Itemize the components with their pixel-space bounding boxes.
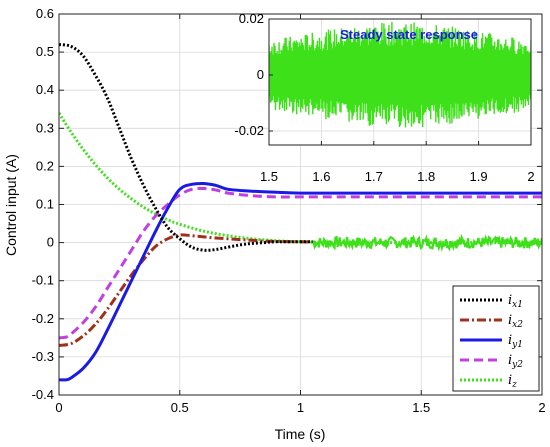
inset-x-tick-label: 1.8 [417, 169, 435, 184]
legend-label-i-z: iz [508, 373, 517, 390]
legend-label-i-y2: iy2 [508, 353, 523, 370]
y-axis-label: Control input (A) [3, 154, 19, 256]
series-i-z-line [59, 112, 542, 245]
main-x-tick-label: 0.5 [171, 400, 189, 415]
main-y-tick-label: 0.1 [36, 197, 54, 212]
main-y-tick-label: 0 [47, 235, 54, 250]
main-y-tick-label: 0.6 [36, 6, 54, 21]
legend-label-i-y1: iy1 [508, 333, 523, 350]
inset-y-tick-label: -0.02 [234, 123, 264, 138]
inset-frame [268, 18, 532, 146]
main-y-tick-label: 0.2 [36, 158, 54, 173]
inset-x-tick-label: 2 [527, 169, 534, 184]
series-i-x1-line [59, 43, 313, 252]
main-x-tick-label: 0 [55, 400, 62, 415]
main-y-tick-label: 0.5 [36, 44, 54, 59]
legend: ix1 ix2 iy1 iy2 iz [452, 285, 540, 392]
inset-x-tick-label: 1.7 [365, 169, 383, 184]
inset-y-tick-label: 0.02 [239, 11, 264, 26]
main-y-tick-label: -0.3 [32, 349, 54, 364]
inset-y-tick-label: 0 [257, 67, 264, 82]
main-ticks: 0 0.5 1 1.5 2 -0.4 -0.3 -0.2 -0.1 0 0.1 0.2 0.3 0.4 0.… [32, 6, 546, 415]
inset-plot-area: 1.5 1.6 1.7 1.8 1.9 2 -0.02 0 0.02 Steady state … [234, 11, 534, 184]
main-y-tick-label: -0.2 [32, 311, 54, 326]
inset-ticks: 1.5 1.6 1.7 1.8 1.9 2 -0.02 0 0.02 [234, 11, 534, 184]
main-series-group [59, 43, 542, 382]
main-y-tick-label: 0.4 [36, 82, 54, 97]
main-x-tick-label: 2 [538, 400, 545, 415]
inset-x-tick-label: 1.6 [312, 169, 330, 184]
main-y-tick-label: -0.4 [32, 387, 54, 402]
main-x-tick-label: 1 [297, 400, 304, 415]
inset-x-tick-label: 1.9 [470, 169, 488, 184]
x-axis-label: Time (s) [275, 426, 326, 442]
inset-series-i-z [269, 21, 531, 128]
main-x-tick-label: 1.5 [412, 400, 430, 415]
main-plot-frame [58, 13, 543, 396]
inset-title: Steady state response [340, 27, 478, 42]
main-y-tick-label: 0.3 [36, 120, 54, 135]
main-y-tick-label: -0.1 [32, 273, 54, 288]
series-i-y2-line [59, 186, 542, 340]
inset-series-group [269, 21, 531, 128]
legend-label-i-x1: ix1 [508, 293, 523, 310]
series-i-y1-line [59, 181, 542, 382]
inset-x-tick-label: 1.5 [260, 169, 278, 184]
series-i-x2-line [59, 233, 313, 347]
legend-label-i-x2: ix2 [508, 313, 523, 330]
